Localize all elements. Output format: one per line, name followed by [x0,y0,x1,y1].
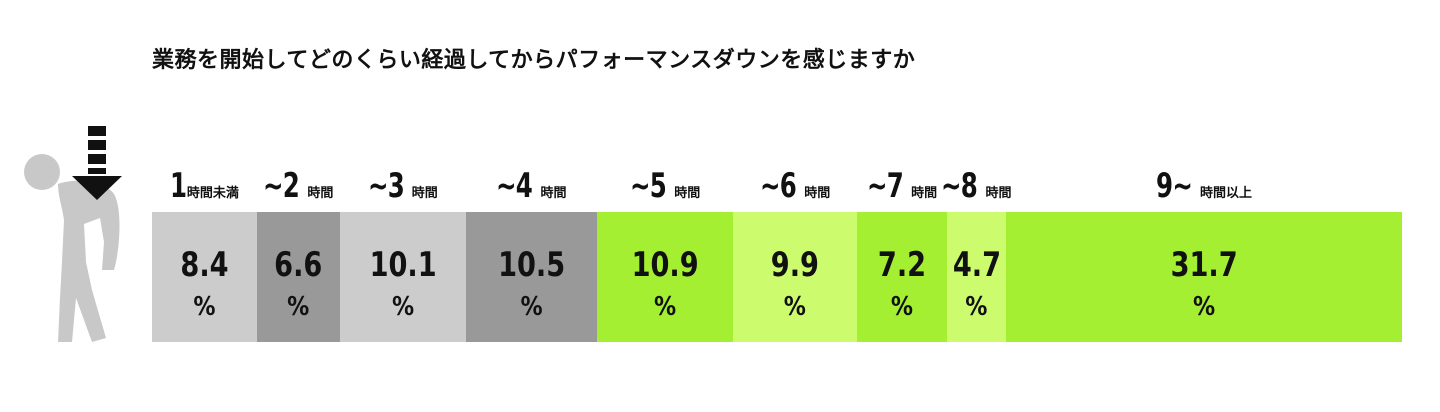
category-number: 9~ [1155,166,1193,206]
percent-label: % [890,292,914,322]
category-label-3: ~4 時間 [466,166,597,206]
category-unit: 時間 [674,186,701,201]
bar-segment-5: 9.9 % [733,212,857,342]
category-number: ~4 [496,166,533,206]
category-label-5: ~6 時間 [733,166,857,206]
bar-value-label: 8.4 [180,245,229,285]
category-number: ~2 [263,166,300,206]
percent-label: % [193,292,216,322]
category-label-8: 9~ 時間以上 [1006,166,1402,206]
stacked-bar: 8.4 % 6.6 % 10.1 % 10.5 % 10.9 % 9.9 % 7… [152,212,1402,342]
percent-label: % [391,292,414,322]
category-unit: 時間以上 [1199,186,1252,201]
category-number: ~3 [367,166,405,206]
category-unit: 時間 [911,186,938,201]
bar-value-label: 4.7 [952,245,1002,285]
percent-label: % [1192,292,1215,322]
bar-segment-6: 7.2 % [857,212,947,342]
bar-value-label: 10.9 [631,245,699,285]
chart-title: 業務を開始してどのくらい経過してからパフォーマンスダウンを感じますか [152,48,916,73]
bar-segment-0: 8.4 % [152,212,257,342]
percent-label: % [784,292,807,322]
percent-label: % [287,292,310,322]
tired-person-arrow-down-icon [22,122,132,352]
bar-value-label: 31.7 [1170,245,1238,285]
bar-value-label: 10.5 [497,245,565,285]
percent-label: % [520,292,543,322]
category-number: ~7 [866,166,904,206]
category-number: ~5 [630,166,667,206]
category-unit: 時間 [804,186,831,201]
bar-segment-4: 10.9 % [597,212,734,342]
bar-value-label: 10.1 [369,245,437,285]
bar-value-label: 9.9 [771,245,820,285]
bar-segment-7: 4.7 % [947,212,1006,342]
category-number: ~8 [941,166,978,206]
bar-segment-3: 10.5 % [465,212,597,342]
category-label-6: ~7 時間 [857,166,947,206]
category-unit: 時間 [985,186,1012,201]
category-label-7: ~8 時間 [941,166,1011,206]
category-label-0: 1 時間未満 [152,166,257,206]
category-label-2: ~3 時間 [340,166,466,206]
category-number: ~6 [760,166,797,206]
bar-value-label: 6.6 [274,245,323,285]
category-unit: 時間 [411,186,438,201]
category-unit: 時間 [307,186,334,201]
category-unit: 時間未満 [186,186,239,201]
category-labels: 1 時間未満 ~2 時間 ~3 時間 ~4 時間 ~5 時間 ~6 時間 ~7 … [0,150,1440,206]
bar-value-label: 7.2 [877,245,927,285]
bar-segment-2: 10.1 % [339,212,466,342]
category-label-1: ~2 時間 [257,166,340,206]
bar-segment-8: 31.7 % [1005,212,1402,342]
category-unit: 時間 [540,186,567,201]
percent-label: % [654,292,677,322]
bar-segment-1: 6.6 % [257,212,340,342]
category-number: 1 [170,166,187,206]
category-label-4: ~5 時間 [597,166,733,206]
percent-label: % [965,292,988,322]
